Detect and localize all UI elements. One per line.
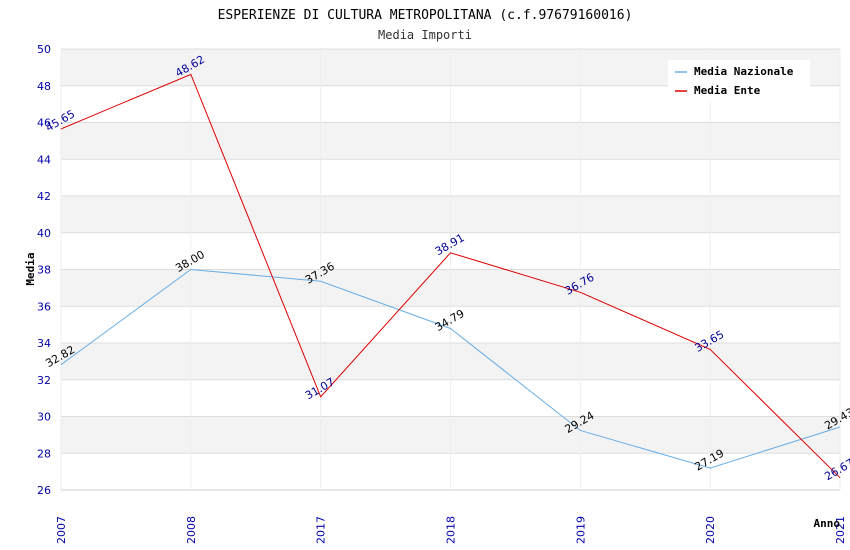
y-tick-label: 38 <box>37 264 51 277</box>
y-tick-label: 28 <box>37 447 51 460</box>
y-tick-label: 34 <box>37 337 51 350</box>
chart-title: ESPERIENZE DI CULTURA METROPOLITANA (c.f… <box>218 8 633 23</box>
x-tick-label: 2019 <box>574 516 587 544</box>
legend-label-media-nazionale: Media Nazionale <box>694 65 794 78</box>
x-tick-label: 2018 <box>445 516 458 544</box>
x-tick-label: 2021 <box>834 516 847 544</box>
x-tick-label: 2020 <box>704 516 717 544</box>
y-tick-label: 36 <box>37 300 51 313</box>
x-tick-label: 2017 <box>315 516 328 544</box>
x-axis-ticks: 2007 2008 2017 2018 2019 2020 2021 <box>55 516 847 544</box>
x-tick-label: 2007 <box>55 516 68 544</box>
series-line-media-ente <box>60 73 841 479</box>
x-axis-label: Anno <box>814 517 841 530</box>
y-tick-label: 48 <box>37 80 51 93</box>
legend-box <box>668 60 810 102</box>
y-tick-label: 50 <box>37 43 51 56</box>
y-axis-label: Media <box>24 252 37 285</box>
y-tick-label: 42 <box>37 190 51 203</box>
x-tick-label: 2008 <box>185 516 198 544</box>
legend: Media Nazionale Media Ente <box>668 60 810 102</box>
y-tick-label: 40 <box>37 227 51 240</box>
y-tick-label: 32 <box>37 374 51 387</box>
y-tick-label: 30 <box>37 411 51 424</box>
chart-subtitle: Media Importi <box>378 28 472 42</box>
legend-label-media-ente: Media Ente <box>694 84 761 97</box>
y-axis-ticks: 26 28 30 32 34 36 38 40 42 44 46 48 50 <box>37 43 51 497</box>
series-line-media-nazionale <box>60 268 841 469</box>
y-tick-label: 46 <box>37 117 51 130</box>
y-tick-label: 26 <box>37 484 51 497</box>
y-tick-label: 44 <box>37 153 51 166</box>
series-lines <box>60 73 841 479</box>
